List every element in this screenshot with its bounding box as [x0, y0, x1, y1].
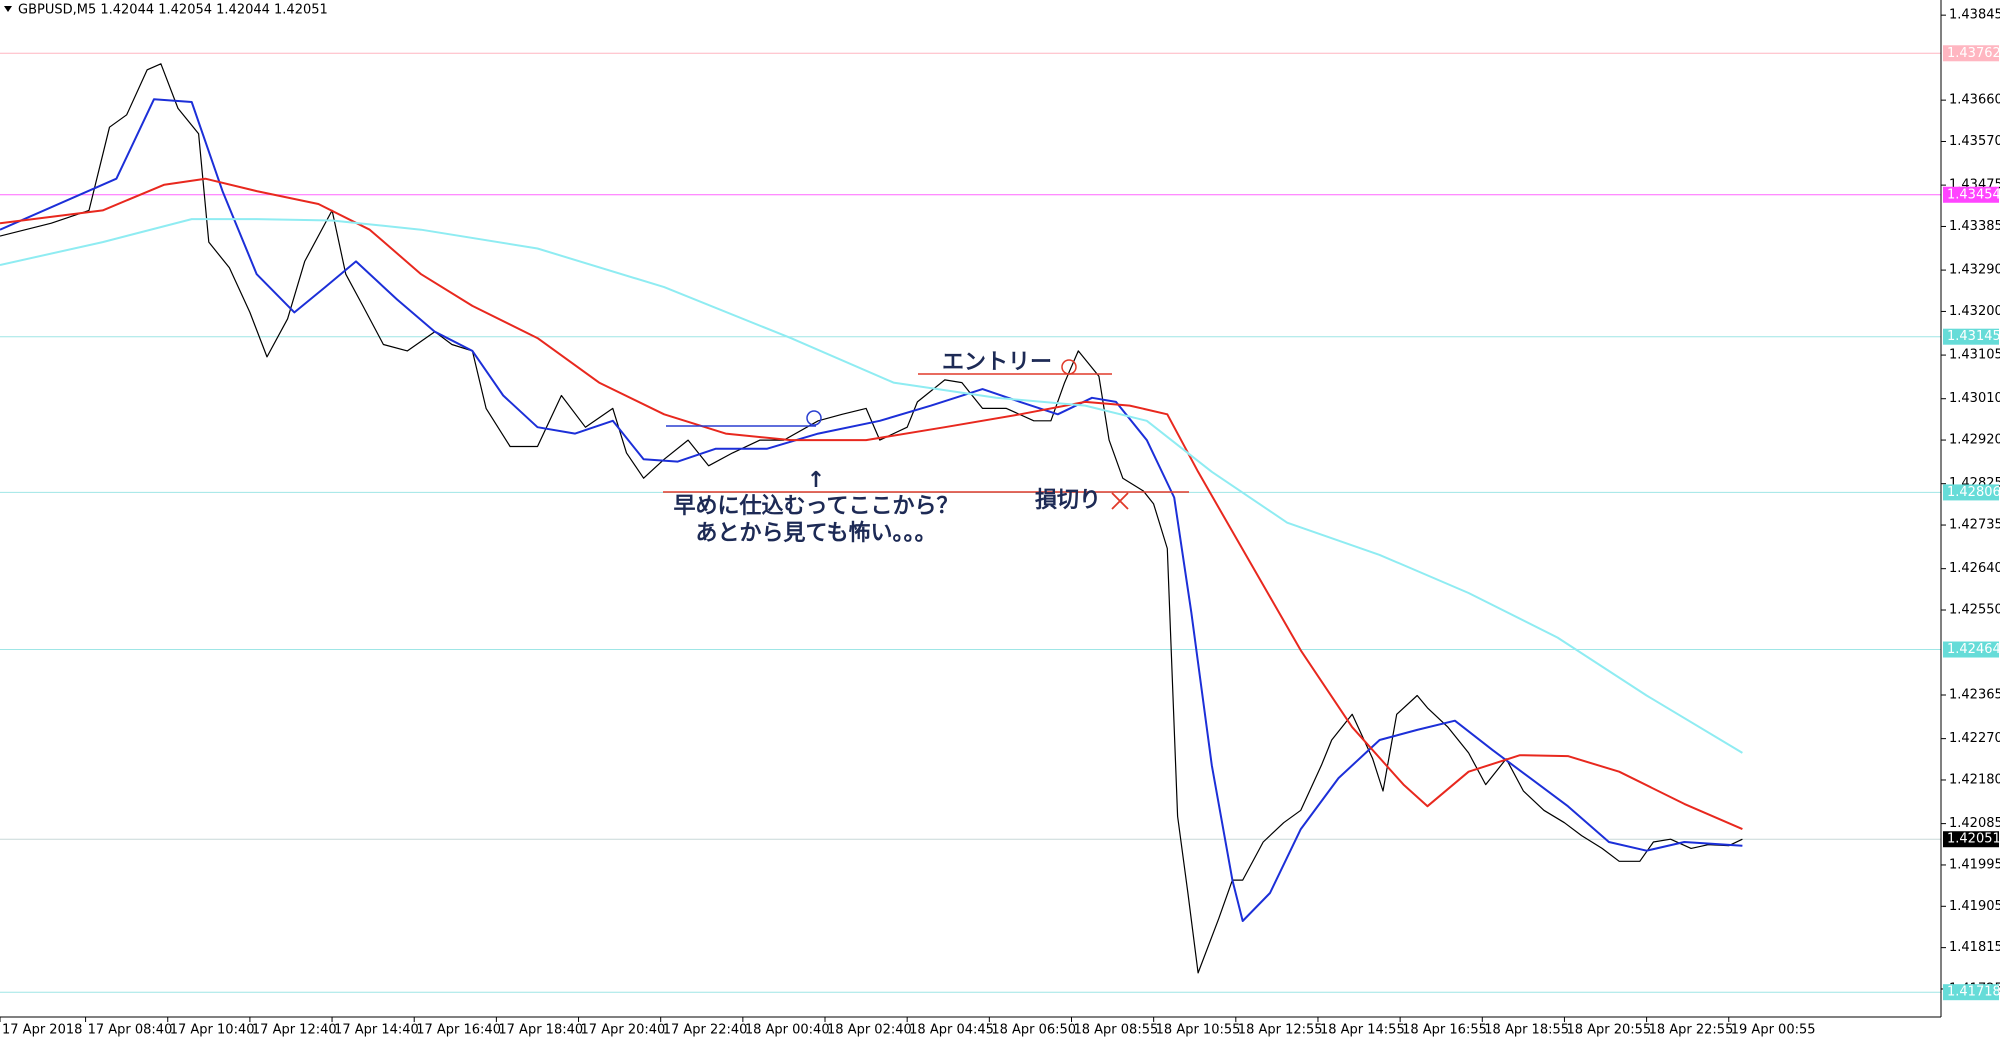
- y-tick-label: 1.41905: [1949, 899, 2000, 914]
- y-tick-label: 1.43660: [1949, 93, 2000, 108]
- x-tick-label: 17 Apr 16:40: [416, 1023, 501, 1038]
- level-label: 1.43762: [1947, 46, 2000, 61]
- levels: [0, 52, 1941, 993]
- y-tick-label: 1.41995: [1949, 857, 2000, 872]
- x-tick-label: 17 Apr 22:40: [663, 1023, 748, 1038]
- level-label-bg: [1943, 641, 1999, 658]
- level-label-bg: [1943, 484, 1999, 501]
- drawn-circle: [1061, 359, 1077, 375]
- x-tick-label: 17 Apr 20:40: [581, 1023, 666, 1038]
- x-tick-label: 17 Apr 10:40: [170, 1023, 255, 1038]
- y-tick-label: 1.42550: [1949, 603, 2000, 618]
- x-tick-label: 17 Apr 18:40: [498, 1023, 583, 1038]
- series-line: [0, 218, 1743, 754]
- y-tick-label: 1.43200: [1949, 304, 2000, 319]
- y-tick-label: 1.42365: [1949, 687, 2000, 702]
- y-tick-label: 1.43010: [1949, 391, 2000, 406]
- x-tick-label: 18 Apr 04:45: [909, 1023, 994, 1038]
- menu-triangle[interactable]: [4, 6, 12, 12]
- y-tick-label: 1.42920: [1949, 433, 2000, 448]
- drawn-x: [1111, 492, 1129, 510]
- annotation: 早めに仕込むってここから？: [674, 494, 959, 519]
- level-label-bg: [1943, 328, 1999, 345]
- x-tick-label: 18 Apr 12:55: [1238, 1023, 1323, 1038]
- level-label-bg: [1943, 45, 1999, 62]
- level-label: 1.43454: [1947, 187, 2000, 202]
- y-tick-label: 1.42085: [1949, 816, 2000, 831]
- y-tick-label: 1.43570: [1949, 134, 2000, 149]
- x-tick-label: 18 Apr 06:50: [991, 1023, 1076, 1038]
- level-label: 1.43145: [1947, 329, 2000, 344]
- annotation: 損切り: [1035, 488, 1101, 513]
- x-tick-label: 18 Apr 02:40: [827, 1023, 912, 1038]
- y-tick-label: 1.41815: [1949, 940, 2000, 955]
- y-tick-label: 1.42270: [1949, 731, 2000, 746]
- y-tick-label: 1.43385: [1949, 219, 2000, 234]
- series-line: [0, 98, 1743, 922]
- x-tick-label: 18 Apr 08:55: [1073, 1023, 1158, 1038]
- x-tick-label: 17 Apr 14:40: [334, 1023, 419, 1038]
- x-tick-label: 17 Apr 08:40: [88, 1023, 173, 1038]
- level-label: 1.42051: [1947, 832, 2000, 847]
- annotation: ↑: [807, 468, 825, 493]
- y-tick-label: 1.42180: [1949, 772, 2000, 787]
- level-label: 1.42464: [1947, 642, 2000, 657]
- y-tick-label: 1.42735: [1949, 518, 2000, 533]
- header: GBPUSD,M5 1.42044 1.42054 1.42044 1.4205…: [18, 3, 328, 18]
- x-tick-label: 18 Apr 22:55: [1649, 1023, 1734, 1038]
- x-tick-label: 18 Apr 18:55: [1484, 1023, 1569, 1038]
- x-tick-label: 17 Apr 12:40: [252, 1023, 337, 1038]
- level-label-bg: [1943, 984, 1999, 1001]
- y-tick-label: 1.43290: [1949, 263, 2000, 278]
- series: [0, 63, 1743, 974]
- y-tick-label: 1.42640: [1949, 561, 2000, 576]
- x-tick-label: 18 Apr 00:40: [745, 1023, 830, 1038]
- x-tick-label: 17 Apr 2018: [2, 1023, 82, 1038]
- y-tick-label: 1.43845: [1949, 8, 2000, 23]
- x-tick-label: 18 Apr 20:55: [1566, 1023, 1651, 1038]
- level-label: 1.41718: [1947, 985, 2000, 1000]
- y-tick-label: 1.43105: [1949, 348, 2000, 363]
- axes: 1.438451.436601.435701.434751.433851.432…: [0, 8, 2000, 1038]
- annotation: エントリー: [942, 350, 1052, 375]
- x-tick-label: 18 Apr 10:55: [1156, 1023, 1241, 1038]
- x-tick-label: 19 Apr 00:55: [1731, 1023, 1816, 1038]
- annotation: あとから見ても怖い。。。: [696, 520, 937, 546]
- x-tick-label: 18 Apr 14:55: [1320, 1023, 1405, 1038]
- drawn-circle: [806, 410, 822, 426]
- level-label-bg: [1943, 186, 1999, 203]
- x-tick-label: 18 Apr 16:55: [1402, 1023, 1487, 1038]
- level-label: 1.42806: [1947, 485, 2000, 500]
- level-label-bg: [1943, 831, 1999, 848]
- series-line: [0, 177, 1743, 831]
